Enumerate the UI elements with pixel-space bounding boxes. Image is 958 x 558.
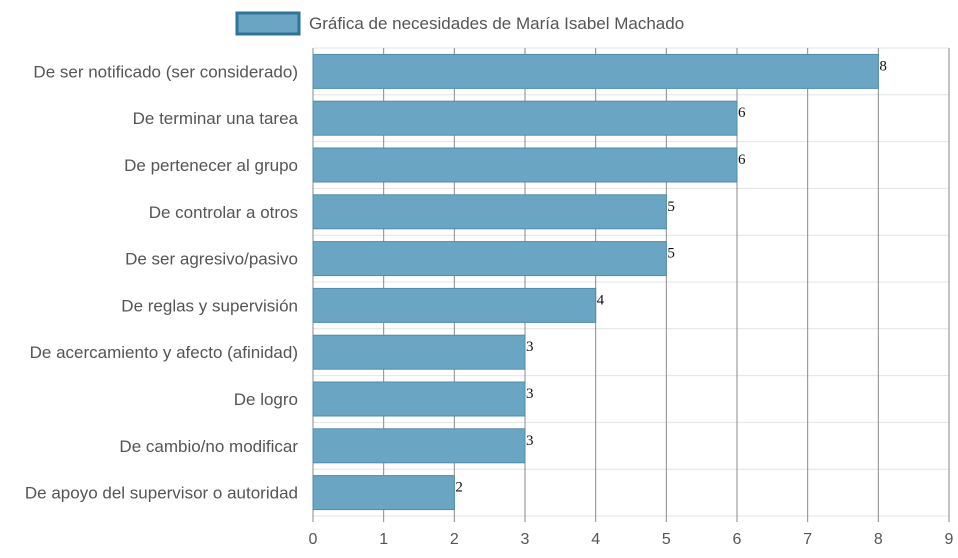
data-label: 6 [738, 105, 746, 121]
legend-label: Gráfica de necesidades de María Isabel M… [309, 14, 684, 33]
bar [312, 194, 667, 230]
category-label: De logro [234, 390, 298, 409]
data-label: 3 [526, 386, 534, 402]
data-label: 3 [526, 339, 534, 355]
data-label: 6 [738, 152, 746, 168]
category-label: De terminar una tarea [133, 109, 299, 128]
horizontal-grid [313, 47, 949, 517]
bar [312, 381, 526, 417]
bars [312, 53, 879, 511]
category-label: De ser notificado (ser considerado) [33, 62, 298, 81]
data-label: 8 [879, 58, 887, 74]
legend-swatch [235, 11, 301, 36]
data-label: 2 [455, 480, 463, 496]
bar [312, 475, 455, 511]
category-label: De controlar a otros [149, 203, 298, 222]
data-labels: 8 6 6 5 5 4 3 3 3 2 [455, 58, 886, 495]
x-tick-label: 1 [379, 531, 388, 548]
bar [312, 147, 738, 183]
category-labels: De ser notificado (ser considerado) De te… [25, 62, 299, 502]
data-label: 5 [667, 199, 675, 215]
bar [312, 287, 597, 323]
data-label: 3 [526, 433, 534, 449]
x-tick-label: 6 [733, 531, 742, 548]
x-tick-label: 2 [450, 531, 459, 548]
x-axis-ticks: 0 1 2 3 4 5 6 7 8 9 [309, 531, 954, 548]
bar [312, 53, 879, 89]
data-label: 4 [597, 292, 605, 308]
x-tick-label: 0 [309, 531, 318, 548]
x-tick-label: 3 [521, 531, 530, 548]
legend[interactable]: Gráfica de necesidades de María Isabel M… [235, 11, 684, 36]
data-label: 5 [667, 246, 675, 262]
category-label: De apoyo del supervisor o autoridad [25, 484, 298, 503]
x-tick-label: 7 [803, 531, 812, 548]
category-label: De ser agresivo/pasivo [125, 250, 298, 269]
bar [312, 100, 738, 136]
category-label: De pertenecer al grupo [124, 156, 298, 175]
x-tick-label: 8 [874, 531, 883, 548]
x-tick-label: 5 [662, 531, 671, 548]
x-tick-label: 4 [591, 531, 600, 548]
bar [312, 241, 667, 277]
category-label: De acercamiento y afecto (afinidad) [30, 343, 298, 362]
x-tick-label: 9 [945, 531, 954, 548]
bar [312, 428, 526, 464]
bar [312, 334, 526, 370]
category-label: De reglas y supervisión [121, 296, 298, 315]
category-label: De cambio/no modificar [119, 437, 298, 456]
